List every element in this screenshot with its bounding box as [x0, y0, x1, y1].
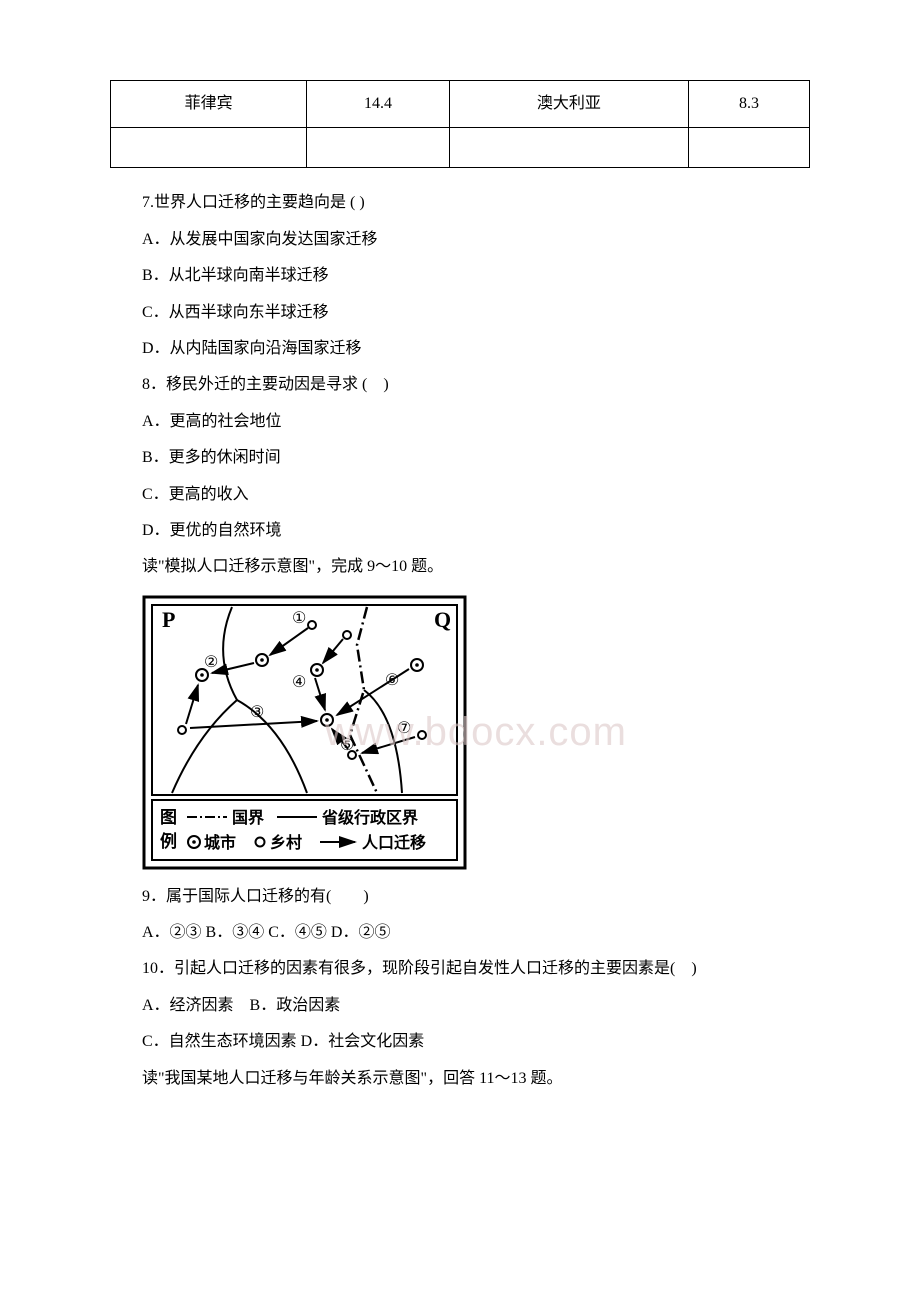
q8-option-a: A．更高的社会地位 [110, 407, 810, 437]
diagram-svg: P Q ① [142, 595, 467, 870]
q7-option-c: C．从西半球向东半球迁移 [110, 298, 810, 328]
migration-diagram: www.bdocx.com P Q [142, 595, 810, 870]
table-cell [111, 128, 307, 168]
q8-stem: 8．移民外迁的主要动因是寻求 ( ) [110, 370, 810, 400]
table-row: 菲律宾 14.4 澳大利亚 8.3 [111, 81, 810, 128]
q8-option-b: B．更多的休闲时间 [110, 443, 810, 473]
svg-text:图: 图 [160, 808, 177, 827]
svg-text:①: ① [292, 610, 306, 627]
svg-text:国界: 国界 [232, 809, 264, 827]
svg-text:⑦: ⑦ [397, 720, 411, 737]
q10-options-line1: A．经济因素 B．政治因素 [110, 991, 810, 1021]
q10-options-line2: C．自然生态环境因素 D．社会文化因素 [110, 1027, 810, 1057]
q8-option-c: C．更高的收入 [110, 480, 810, 510]
q10-stem: 10．引起人口迁移的因素有很多，现阶段引起自发性人口迁移的主要因素是( ) [110, 954, 810, 984]
svg-text:⑤: ⑤ [340, 737, 354, 754]
q7-option-b: B．从北半球向南半球迁移 [110, 261, 810, 291]
q7-stem: 7.世界人口迁移的主要趋向是 ( ) [110, 188, 810, 218]
table-cell [307, 128, 449, 168]
svg-text:⑥: ⑥ [385, 672, 399, 689]
table-cell: 14.4 [307, 81, 449, 128]
svg-text:例: 例 [160, 831, 177, 851]
table-cell: 菲律宾 [111, 81, 307, 128]
q8-option-d: D．更优的自然环境 [110, 516, 810, 546]
data-table: 菲律宾 14.4 澳大利亚 8.3 [110, 80, 810, 168]
svg-text:③: ③ [250, 704, 264, 721]
table-cell [689, 128, 810, 168]
svg-text:乡村: 乡村 [270, 833, 302, 852]
svg-text:人口迁移: 人口迁移 [362, 833, 426, 852]
q7-option-a: A．从发展中国家向发达国家迁移 [110, 225, 810, 255]
instruction-9-10: 读"模拟人口迁移示意图"，完成 9～10 题。 [110, 552, 810, 582]
svg-text:Q: Q [434, 607, 451, 632]
svg-text:P: P [162, 607, 175, 632]
table-cell: 8.3 [689, 81, 810, 128]
svg-text:省级行政区界: 省级行政区界 [321, 808, 418, 827]
instruction-11-13: 读"我国某地人口迁移与年龄关系示意图"，回答 11～13 题。 [110, 1064, 810, 1094]
table-row [111, 128, 810, 168]
q7-option-d: D．从内陆国家向沿海国家迁移 [110, 334, 810, 364]
svg-text:城市: 城市 [204, 833, 236, 852]
svg-text:④: ④ [292, 674, 306, 691]
q9-options: A．②③ B．③④ C．④⑤ D．②⑤ [110, 918, 810, 948]
svg-text:②: ② [204, 654, 218, 671]
table-cell: 澳大利亚 [449, 81, 688, 128]
q9-stem: 9．属于国际人口迁移的有( ) [110, 882, 810, 912]
table-cell [449, 128, 688, 168]
